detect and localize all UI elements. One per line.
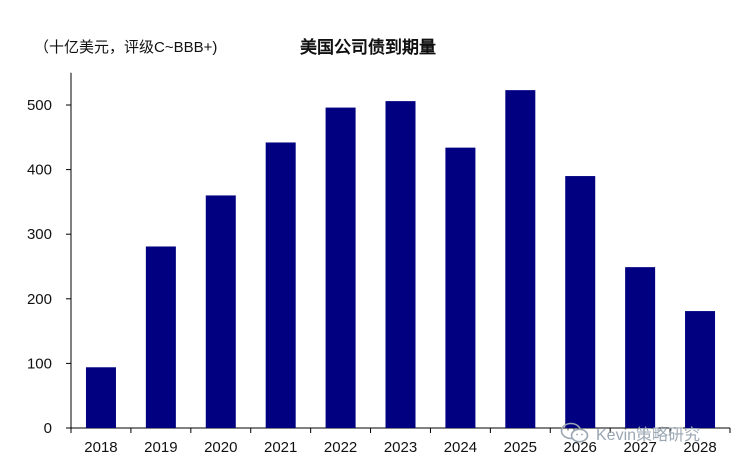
bar-2024 bbox=[445, 147, 476, 429]
x-tick-label: 2023 bbox=[384, 439, 417, 456]
chart-bars bbox=[85, 90, 716, 429]
x-tick-label: 2022 bbox=[324, 439, 357, 456]
bar-2026 bbox=[565, 176, 596, 428]
y-tick-label: 100 bbox=[27, 355, 52, 372]
bar-2019 bbox=[145, 246, 176, 428]
bar-2028 bbox=[685, 311, 716, 428]
unit-label: （十亿美元，评级C~BBB+) bbox=[34, 39, 218, 56]
x-tick-label: 2025 bbox=[504, 439, 537, 456]
y-tick-label: 500 bbox=[27, 97, 52, 114]
bar-2025 bbox=[505, 90, 536, 428]
x-tick-label: 2020 bbox=[204, 439, 237, 456]
x-tick-label: 2026 bbox=[564, 439, 597, 456]
chart-title: 美国公司债到期量 bbox=[300, 38, 436, 58]
bar-2020 bbox=[205, 195, 236, 428]
x-tick-label: 2021 bbox=[264, 439, 297, 456]
wechat-icon bbox=[560, 422, 589, 443]
x-tick-label: 2028 bbox=[683, 439, 716, 456]
bar-2027 bbox=[625, 267, 656, 428]
bar-2023 bbox=[385, 101, 416, 429]
x-tick-label: 2018 bbox=[84, 439, 117, 456]
x-tick-label: 2027 bbox=[623, 439, 656, 456]
y-tick-label: 200 bbox=[27, 291, 52, 308]
chart-labels: 0 100 200 300 400 500 2018 2019 2020 2021 2022 2023… bbox=[27, 97, 717, 456]
y-tick-label: 0 bbox=[44, 420, 52, 437]
watermark-text: Kevin策略研究 bbox=[596, 427, 701, 444]
x-tick-label: 2019 bbox=[144, 439, 177, 456]
watermark: Kevin策略研究 bbox=[560, 421, 700, 445]
bar-2022 bbox=[325, 107, 356, 429]
y-tick-label: 400 bbox=[27, 162, 52, 179]
x-tick-label: 2024 bbox=[444, 439, 477, 456]
bar-2021 bbox=[265, 142, 296, 428]
bar-2018 bbox=[85, 367, 116, 428]
y-tick-label: 300 bbox=[27, 226, 52, 243]
